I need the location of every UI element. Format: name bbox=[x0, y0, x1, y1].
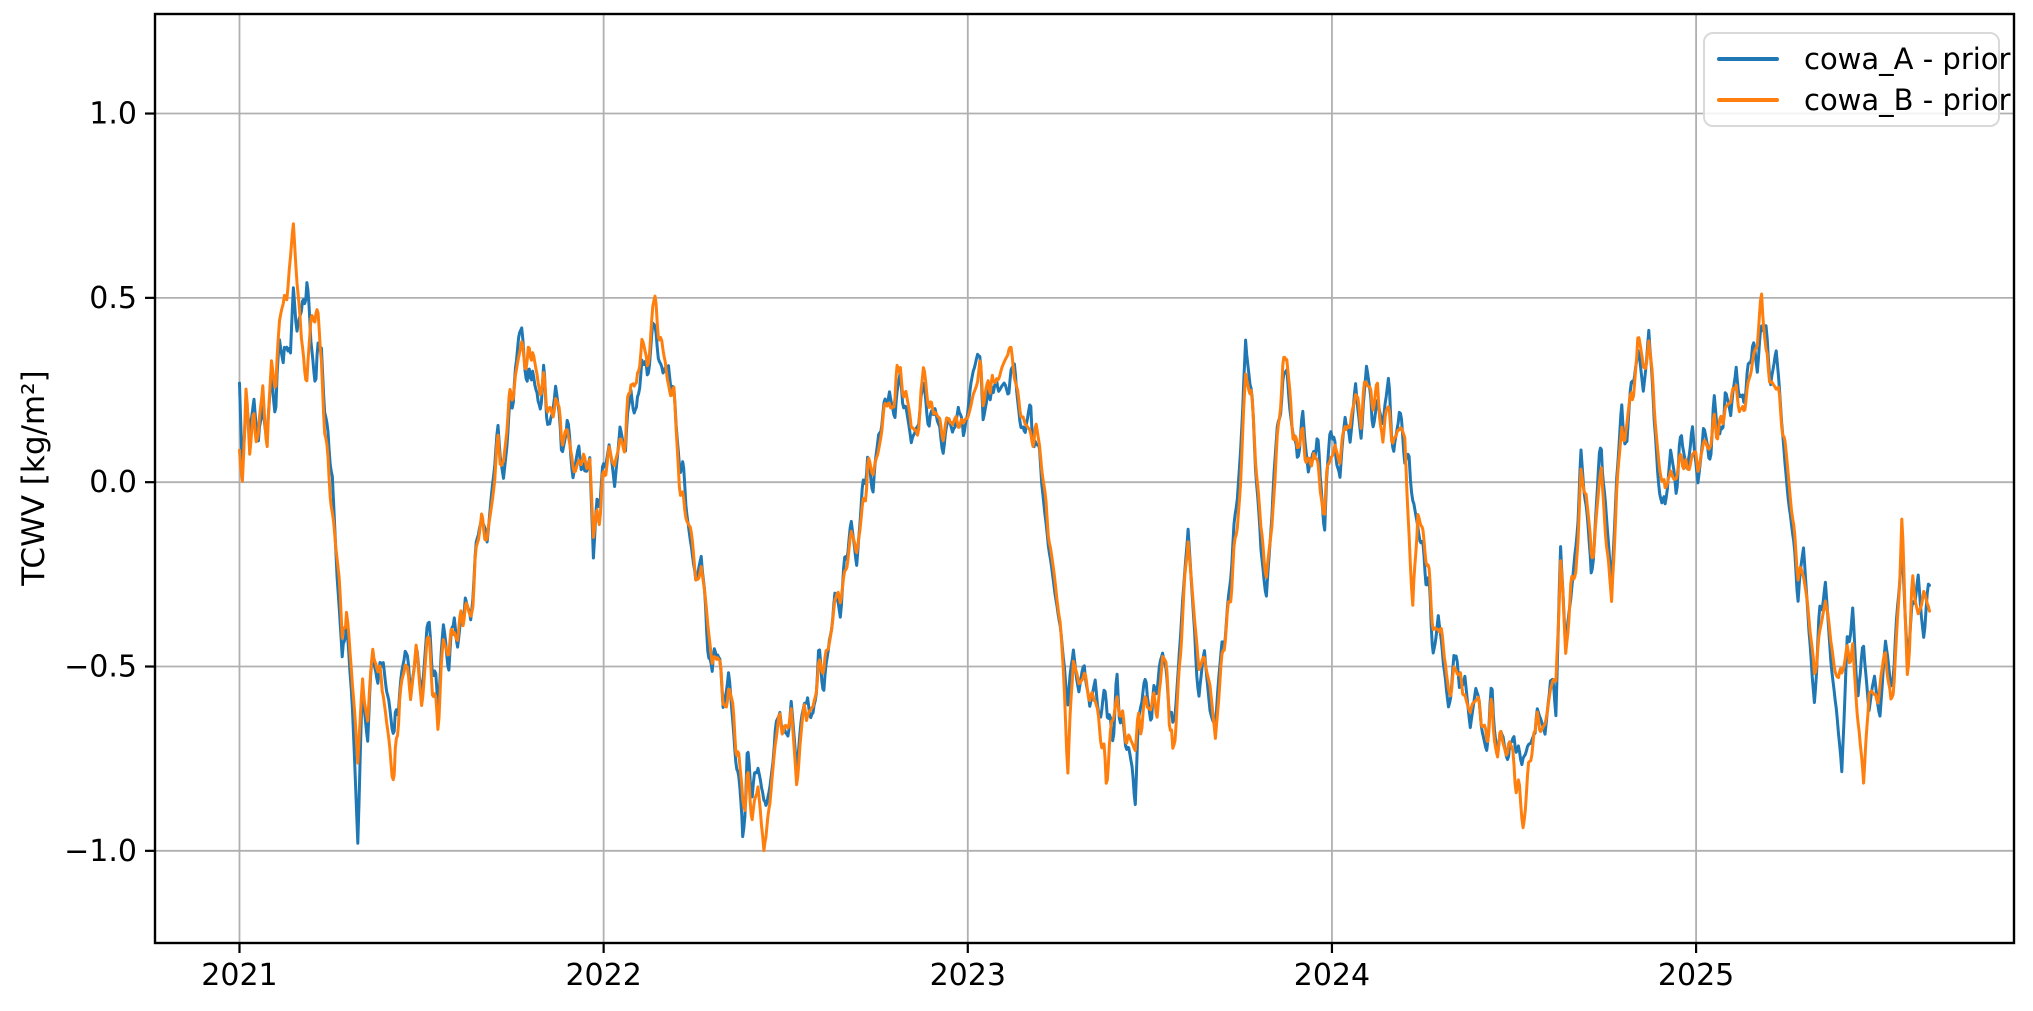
axis-ticks bbox=[145, 112, 1698, 953]
y-tick-label: −0.5 bbox=[64, 650, 137, 685]
legend-line-swatch-orange bbox=[1717, 97, 1779, 102]
y-tick-label: −1.0 bbox=[64, 834, 137, 869]
x-tick-label: 2025 bbox=[1658, 958, 1734, 993]
y-tick-label: 0.5 bbox=[89, 281, 137, 316]
series-lines bbox=[238, 222, 1931, 853]
plot-border bbox=[153, 12, 2016, 945]
x-tick-label: 2024 bbox=[1294, 958, 1370, 993]
legend-label: cowa_A - prior bbox=[1804, 42, 2011, 77]
legend: cowa_A - prior cowa_B - prior bbox=[1703, 32, 2011, 127]
x-tick-label: 2023 bbox=[930, 958, 1006, 993]
legend-label: cowa_B - prior bbox=[1804, 82, 2011, 117]
series-line-cowa-a bbox=[238, 281, 1931, 845]
series-line-cowa-b bbox=[238, 222, 1931, 853]
y-tick-label: 1.0 bbox=[89, 97, 137, 132]
x-tick-label: 2022 bbox=[565, 958, 641, 993]
y-axis-label: TCWV [kg/m²] bbox=[16, 370, 52, 586]
x-tick-label: 2021 bbox=[201, 958, 277, 993]
y-tick-label: 0.0 bbox=[89, 465, 137, 500]
tick-labels: 2021 2022 2023 2024 2025 1.0 0.5 0.0 −0.5 −1.0 bbox=[64, 97, 1734, 993]
gridlines bbox=[155, 14, 2014, 943]
legend-item-cowa-a: cowa_A - prior bbox=[1717, 39, 2010, 80]
legend-line-swatch-blue bbox=[1717, 57, 1779, 62]
legend-item-cowa-b: cowa_B - prior bbox=[1717, 80, 2011, 121]
